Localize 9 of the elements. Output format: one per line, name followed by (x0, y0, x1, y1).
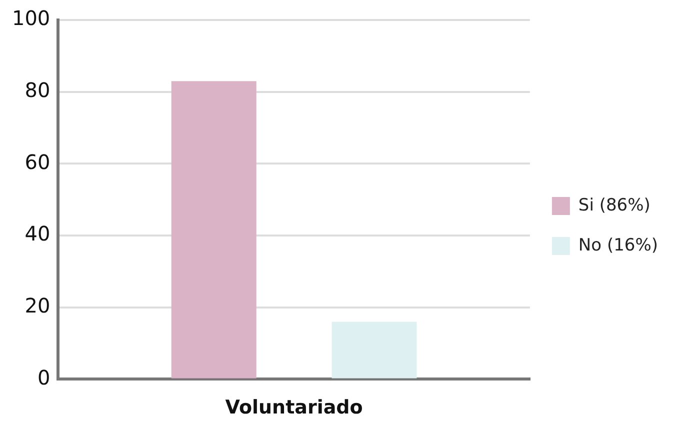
legend-label: No (16%) (578, 235, 658, 256)
y-tick-label: 40 (24, 222, 50, 246)
y-tick-label: 80 (24, 78, 50, 102)
y-tick-label: 60 (24, 150, 50, 174)
y-tick-label: 0 (37, 365, 50, 390)
y-tick-label: 100 (12, 6, 50, 30)
y-tick-label: 20 (24, 294, 50, 318)
legend-label: Si (86%) (578, 195, 650, 216)
x-tick-label: Voluntariado (225, 396, 363, 419)
